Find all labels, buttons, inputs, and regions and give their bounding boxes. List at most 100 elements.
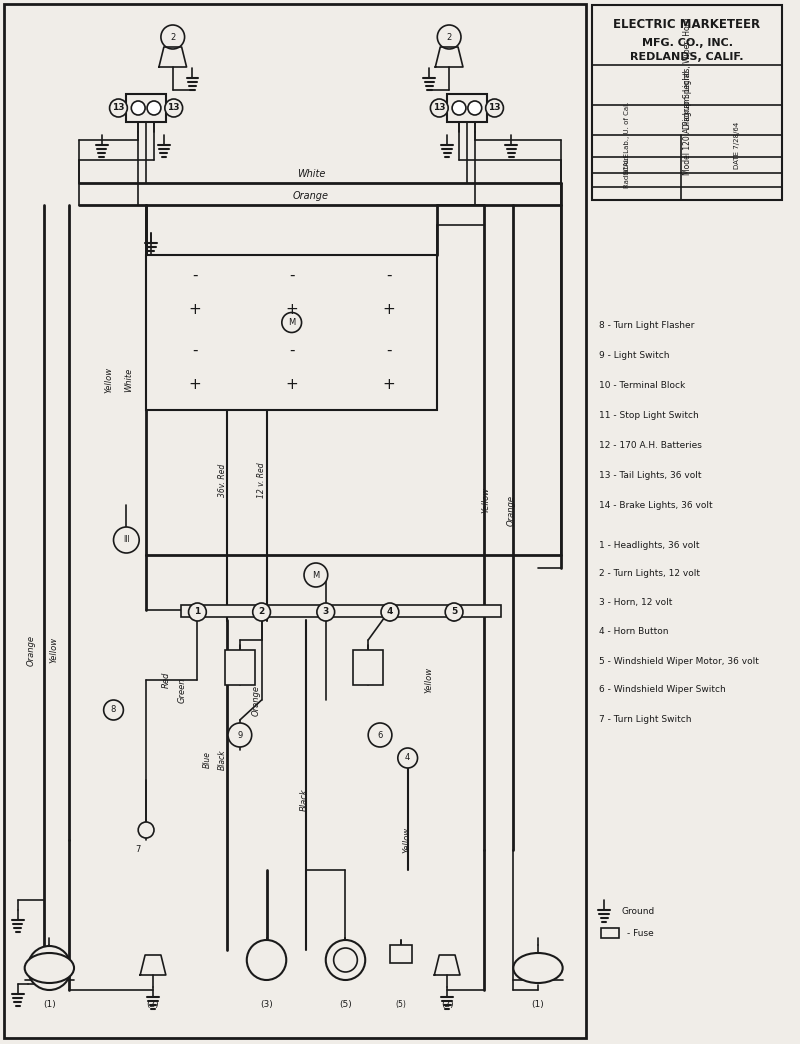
Text: 3: 3: [322, 608, 329, 617]
Text: 36v. Red: 36v. Red: [218, 464, 226, 497]
Text: REDLANDS, CALIF.: REDLANDS, CALIF.: [630, 52, 744, 62]
Circle shape: [253, 603, 270, 621]
Text: 1: 1: [194, 608, 201, 617]
Text: 1 - Headlights, 36 volt: 1 - Headlights, 36 volt: [599, 541, 700, 549]
Text: 13: 13: [433, 103, 446, 113]
Text: Orange: Orange: [252, 685, 261, 715]
Circle shape: [161, 25, 185, 49]
Text: M: M: [288, 318, 295, 327]
Text: Red: Red: [162, 671, 170, 688]
Circle shape: [104, 699, 123, 720]
Text: ELECTRIC MARKETEER: ELECTRIC MARKETEER: [614, 19, 761, 31]
Polygon shape: [434, 955, 460, 975]
Text: White: White: [124, 367, 133, 393]
Text: Yellow: Yellow: [50, 637, 58, 663]
Text: (1): (1): [43, 1000, 56, 1010]
Circle shape: [326, 940, 366, 980]
Bar: [354, 650, 383, 685]
Circle shape: [28, 946, 71, 990]
Polygon shape: [159, 47, 186, 67]
Circle shape: [304, 563, 328, 587]
Text: 11 - Stop Light Switch: 11 - Stop Light Switch: [599, 410, 699, 420]
Text: 2: 2: [170, 32, 175, 42]
Circle shape: [398, 748, 418, 768]
Bar: [601, 928, 619, 938]
Polygon shape: [140, 955, 166, 975]
Text: 7: 7: [135, 846, 141, 854]
Circle shape: [189, 603, 206, 621]
Text: -: -: [192, 267, 198, 283]
Text: 4: 4: [386, 608, 393, 617]
Circle shape: [486, 99, 503, 117]
Text: +: +: [286, 377, 298, 392]
Circle shape: [282, 312, 302, 332]
Polygon shape: [435, 47, 463, 67]
Text: (5): (5): [339, 1000, 352, 1010]
Circle shape: [381, 603, 398, 621]
Text: 2: 2: [258, 608, 265, 617]
Text: MFG. CO., INC.: MFG. CO., INC.: [642, 38, 733, 48]
Text: 10 - Terminal Block: 10 - Terminal Block: [599, 380, 686, 389]
Text: -: -: [289, 267, 294, 283]
Bar: [126, 94, 166, 122]
Text: Orange: Orange: [27, 635, 36, 665]
Text: 9 - Light Switch: 9 - Light Switch: [599, 351, 670, 359]
Text: Green: Green: [178, 678, 187, 703]
Bar: [390, 945, 412, 963]
Text: III: III: [123, 536, 130, 545]
Text: -: -: [192, 343, 198, 358]
Text: (5): (5): [395, 1000, 406, 1010]
Text: Orange: Orange: [293, 191, 329, 201]
Text: 4 - Horn Button: 4 - Horn Button: [599, 627, 669, 637]
Text: 13: 13: [167, 103, 180, 113]
Text: (1): (1): [532, 1000, 544, 1010]
Text: DATE 7/28/64: DATE 7/28/64: [734, 121, 740, 169]
Text: 12 - 170 A.H. Batteries: 12 - 170 A.H. Batteries: [599, 441, 702, 450]
Text: 13 - Tail Lights, 36 volt: 13 - Tail Lights, 36 volt: [599, 471, 702, 479]
Text: Radiation Lab., U. of Cal.: Radiation Lab., U. of Cal.: [624, 102, 630, 188]
Text: Blue: Blue: [202, 752, 212, 768]
Circle shape: [445, 603, 463, 621]
Text: SCALE: SCALE: [624, 152, 630, 174]
Circle shape: [114, 527, 139, 553]
Circle shape: [468, 101, 482, 115]
Text: Yellow: Yellow: [425, 667, 434, 693]
Text: 6: 6: [378, 731, 382, 739]
Text: - Fuse: - Fuse: [627, 928, 654, 938]
Text: 13: 13: [112, 103, 125, 113]
Text: (3): (3): [260, 1000, 273, 1010]
Text: (2): (2): [146, 1000, 159, 1010]
Text: 7 - Turn Light Switch: 7 - Turn Light Switch: [599, 714, 692, 723]
Text: -: -: [289, 343, 294, 358]
Text: +: +: [188, 377, 201, 392]
Circle shape: [228, 723, 252, 748]
Text: 4: 4: [405, 754, 410, 762]
Text: Yellow: Yellow: [402, 827, 411, 853]
Circle shape: [147, 101, 161, 115]
Text: 3 - Horn, 12 volt: 3 - Horn, 12 volt: [599, 598, 673, 608]
Bar: [181, 606, 502, 617]
Circle shape: [452, 101, 466, 115]
Text: Black: Black: [218, 750, 226, 770]
Text: 14 - Brake Lights, 36 volt: 14 - Brake Lights, 36 volt: [599, 500, 713, 509]
Circle shape: [246, 940, 286, 980]
Circle shape: [138, 822, 154, 838]
Text: Yellow: Yellow: [104, 366, 113, 393]
Text: 8: 8: [111, 706, 116, 714]
Text: 8 - Turn Light Flasher: 8 - Turn Light Flasher: [599, 321, 694, 330]
Text: 9: 9: [238, 731, 242, 739]
Circle shape: [368, 723, 392, 748]
Text: 6 - Windshield Wiper Switch: 6 - Windshield Wiper Switch: [599, 686, 726, 694]
Text: 13: 13: [488, 103, 501, 113]
Circle shape: [317, 603, 334, 621]
Text: (2): (2): [441, 1000, 454, 1010]
Text: 2: 2: [446, 32, 452, 42]
Text: Yellow: Yellow: [481, 487, 490, 513]
Text: Black: Black: [299, 788, 309, 811]
Text: -: -: [386, 267, 391, 283]
Text: -: -: [386, 343, 391, 358]
Text: 2 - Turn Lights, 12 volt: 2 - Turn Lights, 12 volt: [599, 569, 700, 578]
Ellipse shape: [514, 953, 562, 983]
Circle shape: [165, 99, 182, 117]
Text: +: +: [188, 303, 201, 317]
